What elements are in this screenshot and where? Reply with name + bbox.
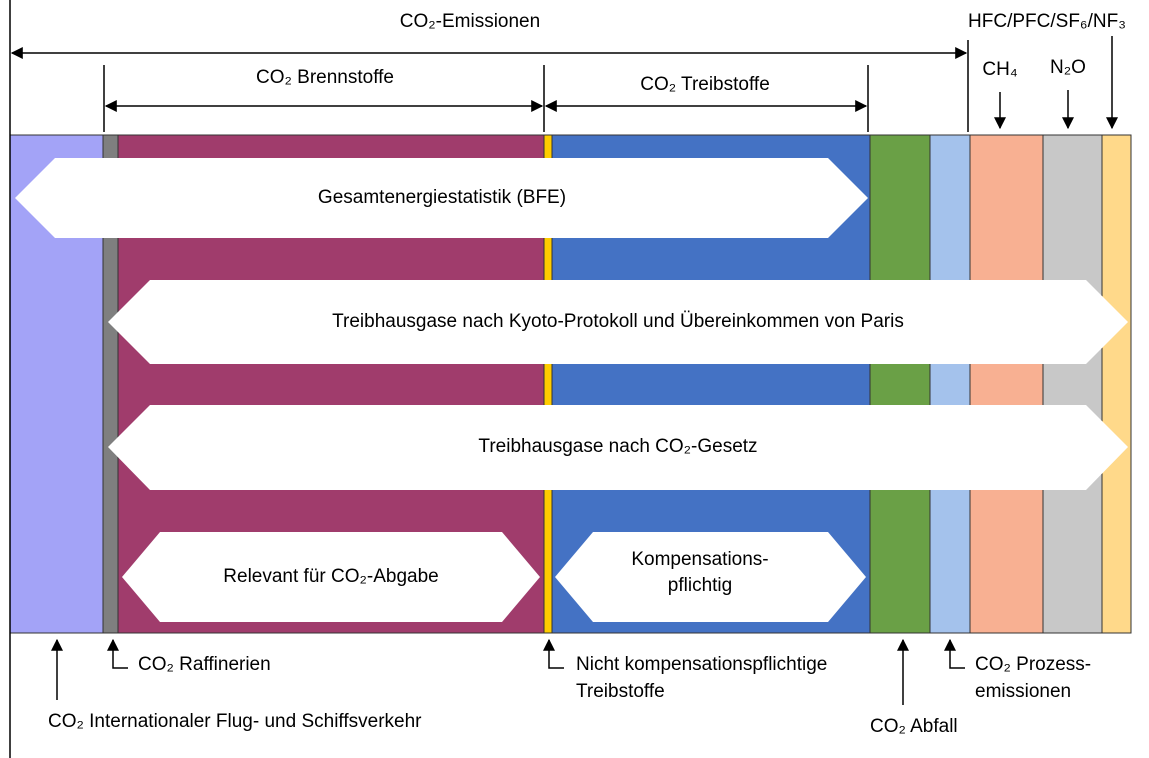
label: CO₂-Emissionen [400,11,540,32]
label: CO₂ Raffinerien [138,654,271,675]
arrows [10,36,1118,705]
label: CO₂ Prozess- [975,654,1091,675]
label: Kompensations- [631,549,768,570]
label: HFC/PFC/SF₆/NF₃ [968,11,1126,32]
label: pflichtig [668,575,732,596]
label: Gesamtenergiestatistik (BFE) [318,187,566,208]
label: Relevant für CO₂-Abgabe [223,566,438,587]
label: Treibstoffe [576,681,665,702]
hexagons [15,158,1128,622]
label: CO₂ Treibstoffe [640,74,770,95]
labels: CO₂-Emissionen CO₂ Brennstoffe CO₂ Treib… [48,11,1126,737]
label: CO₂ Abfall [870,716,958,737]
label: N₂O [1050,57,1086,78]
label: CO₂ Brennstoffe [256,67,394,88]
label: CH₄ [982,59,1017,80]
label: Treibhausgase nach CO₂-Gesetz [478,436,757,457]
label: Nicht kompensationspflichtige [576,654,827,675]
label: Treibhausgase nach Kyoto-Protokoll und Ü… [332,311,904,332]
label: emissionen [975,681,1071,702]
label: CO₂ Internationaler Flug- und Schiffsver… [48,711,422,732]
